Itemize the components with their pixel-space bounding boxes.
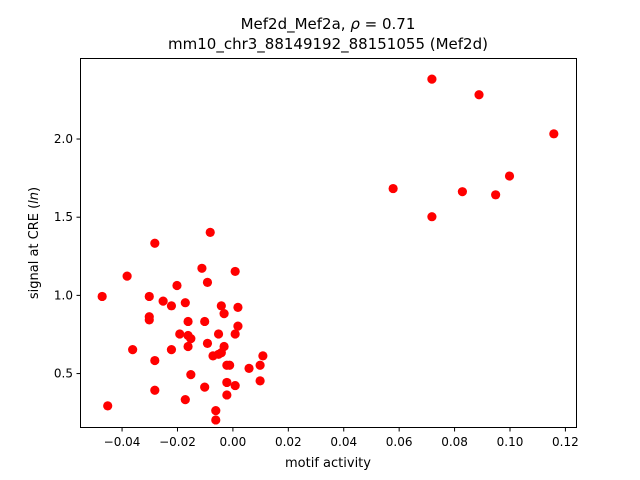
data-point [255,376,265,386]
data-point [222,377,232,388]
data-point [183,316,193,327]
data-point [219,309,229,319]
data-point [225,360,235,370]
data-point [172,280,182,291]
data-point [427,212,437,222]
data-point [230,380,240,391]
data-point [474,90,484,100]
plot-frame [80,58,577,428]
x-tick-label: 0.10 [497,435,524,449]
data-point [549,129,559,139]
data-point [186,370,196,380]
data-point [427,74,437,84]
data-point [244,363,254,373]
data-point [230,266,240,277]
data-point [128,345,138,355]
y-axis-ticks: 0.5 1.0 1.5 2.0 [54,132,81,381]
chart-title-line2: mm10_chr3_88149192_88151055 (Mef2d) [168,35,488,54]
y-tick-label: 1.5 [54,210,73,224]
data-point [150,355,160,366]
y-tick-label: 0.5 [54,367,73,381]
y-tick-label: 2.0 [54,132,73,146]
x-tick-label: 0.02 [275,435,302,449]
data-point [103,401,113,411]
data-point [144,315,154,325]
data-point [150,385,160,395]
data-points [97,74,559,425]
data-point [158,296,168,306]
data-point [233,302,243,312]
data-point [202,338,213,348]
chart-title-line1: Mef2d_Mef2a, ρ = 0.71 [241,15,416,34]
x-tick-label: −0.04 [104,435,141,449]
data-point [166,345,177,355]
data-point [175,329,185,339]
x-tick-label: 0.00 [220,435,247,449]
x-axis-ticks: −0.04 −0.02 0.00 0.02 0.04 0.06 0.08 0.10 0.12 [104,427,579,449]
data-point [388,183,398,194]
data-point [122,271,132,281]
x-tick-label: 0.12 [552,435,579,449]
data-point [457,187,467,197]
data-point [504,171,515,181]
x-tick-label: 0.08 [441,435,468,449]
data-point [258,351,268,361]
data-point [219,341,229,352]
y-tick-label: 1.0 [54,288,73,302]
data-point [180,298,190,308]
data-point [97,291,107,302]
x-axis-label: motif activity [285,456,371,471]
data-point [211,415,221,425]
data-point [186,334,196,344]
data-point [144,291,154,302]
data-point [222,390,232,400]
data-point [211,405,221,416]
data-point [166,301,177,311]
data-point [230,329,240,339]
data-point [205,227,215,237]
y-axis-label: signal at CRE (ln) [27,187,42,299]
data-point [180,395,190,405]
data-point [200,382,210,392]
x-tick-label: 0.04 [330,435,357,449]
x-tick-label: 0.06 [386,435,413,449]
data-point [255,360,265,370]
data-point [491,190,501,200]
data-point [183,341,193,352]
data-point [202,277,213,287]
data-point [233,321,243,331]
data-point [213,329,224,339]
data-point [150,238,160,248]
data-point [200,316,210,327]
x-tick-label: −0.02 [159,435,196,449]
data-point [197,263,207,273]
data-point [216,301,226,311]
